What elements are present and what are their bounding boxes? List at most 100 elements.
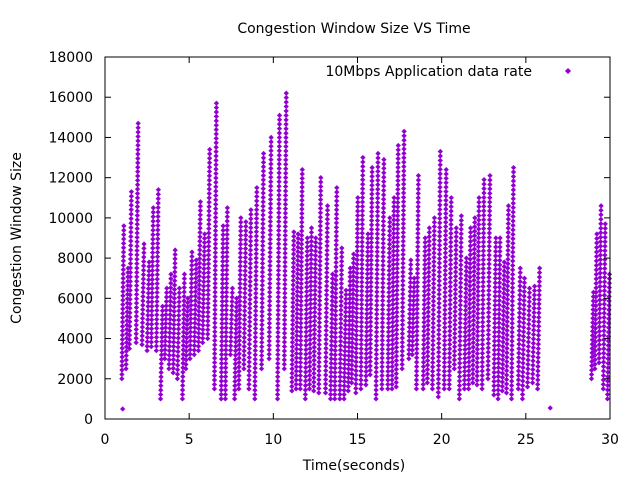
data-point [413, 386, 420, 392]
data-point [192, 288, 199, 295]
data-point [367, 328, 374, 334]
data-point [206, 204, 212, 210]
data-point [295, 231, 301, 237]
data-point [323, 318, 329, 325]
data-point [505, 269, 511, 276]
data-point [231, 396, 238, 402]
data-point [346, 361, 352, 368]
data-point [316, 385, 322, 392]
data-point [466, 323, 473, 329]
data-point [395, 164, 401, 171]
data-point [254, 189, 260, 195]
data-point [497, 266, 503, 272]
data-point [323, 354, 329, 360]
data-point [172, 247, 178, 253]
data-point [493, 235, 499, 241]
data-point [406, 324, 413, 330]
data-point [426, 238, 432, 244]
data-point [504, 332, 510, 338]
data-point [283, 126, 289, 132]
data-point [385, 355, 391, 361]
data-point [223, 276, 230, 282]
data-point [134, 208, 141, 214]
data-point [283, 108, 289, 114]
data-point [400, 190, 407, 196]
data-point [201, 279, 207, 285]
data-point [306, 381, 313, 388]
data-ramp [195, 199, 204, 354]
data-point [181, 276, 188, 282]
data-point [441, 342, 448, 348]
data-point [421, 301, 427, 308]
data-point [311, 322, 318, 328]
data-point [467, 278, 473, 285]
data-point [307, 305, 314, 312]
data-point [354, 217, 361, 223]
data-point [526, 294, 533, 300]
data-point [504, 292, 511, 298]
data-point [394, 322, 400, 329]
data-point [425, 344, 431, 351]
data-point [282, 308, 288, 314]
data-point [593, 298, 599, 304]
data-point [380, 245, 386, 251]
data-point [121, 232, 127, 238]
data-ramp [205, 146, 213, 342]
data-point [467, 292, 473, 298]
data-point [333, 299, 339, 305]
data-point [181, 298, 187, 304]
legend-marker [564, 67, 572, 75]
data-point [126, 345, 133, 352]
data-point [447, 261, 454, 268]
data-point [212, 351, 218, 357]
data-point [275, 245, 282, 251]
data-point [520, 329, 527, 335]
data-point [492, 311, 498, 317]
data-point [175, 335, 181, 341]
data-point [596, 333, 603, 339]
data-point [298, 285, 304, 291]
data-point [180, 373, 186, 380]
data-point [317, 280, 323, 286]
data-point [259, 330, 265, 337]
data-point [515, 368, 522, 374]
data-ramp [281, 90, 289, 372]
data-point [491, 387, 497, 394]
data-point [119, 349, 125, 356]
data-point [480, 225, 487, 232]
data-point [394, 221, 401, 228]
data-point [393, 366, 400, 372]
data-point [153, 330, 160, 336]
data-point [368, 248, 374, 254]
data-point [436, 345, 442, 351]
data-point [171, 317, 177, 323]
data-point [390, 323, 396, 330]
data-point [324, 220, 330, 227]
data-point [602, 225, 608, 232]
data-point [218, 374, 225, 380]
data-point [236, 377, 242, 383]
data-point [400, 295, 406, 302]
data-point [597, 306, 603, 312]
data-point [399, 339, 405, 346]
data-point [375, 195, 381, 201]
data-point [144, 334, 151, 340]
data-point [337, 365, 343, 371]
data-point [516, 319, 523, 325]
data-point [481, 185, 487, 192]
data-point [451, 344, 458, 350]
data-point [457, 356, 463, 362]
data-point [441, 355, 448, 361]
data-point [246, 363, 252, 370]
data-ramp [479, 177, 487, 392]
data-point [447, 319, 453, 325]
data-point [394, 243, 401, 250]
data-point [176, 299, 182, 305]
data-point [179, 396, 186, 402]
data-point [158, 374, 164, 380]
data-point [510, 178, 517, 184]
data-point [389, 350, 396, 356]
data-point [338, 334, 344, 340]
data-point [457, 360, 463, 366]
data-point [266, 329, 273, 335]
